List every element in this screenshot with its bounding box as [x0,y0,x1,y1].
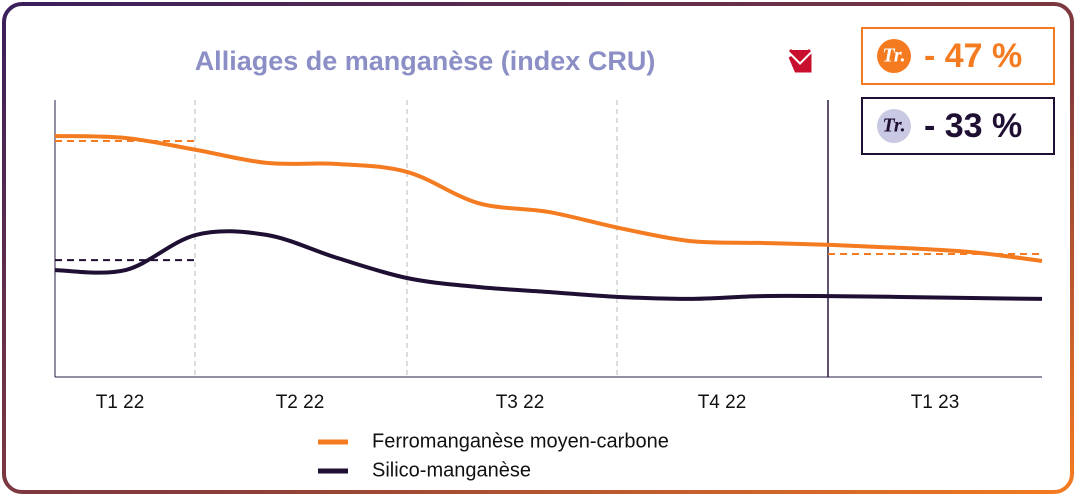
change-value: - 33 % [924,107,1022,145]
x-tick-label: T2 22 [276,392,325,413]
badge-text: Tr. [882,45,905,67]
badge-icon [877,39,911,73]
legend-label: Ferromanganèse moyen-carbone [372,430,669,452]
legend-label: Silico-manganèse [372,459,531,481]
badge-icon [877,109,911,143]
dividers [194,100,829,377]
series-line [54,229,1043,301]
badge-text: Tr. [882,115,905,137]
change-value: - 47 % [924,37,1022,75]
x-tick-label: T1 23 [911,392,960,413]
chart-title: Alliages de manganèse (index CRU) [195,46,656,76]
x-tick-label: T1 22 [96,392,145,413]
down-arrow-icon [788,48,812,73]
x-tick-label: T3 22 [496,392,545,413]
x-tick-label: T4 22 [698,392,747,413]
series-line [54,134,1043,263]
